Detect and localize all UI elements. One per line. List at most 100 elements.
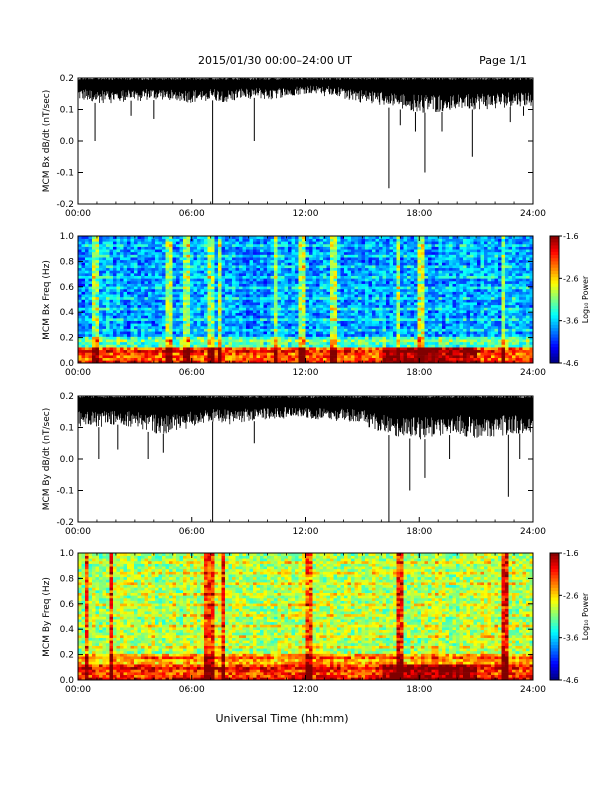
heat-cell: [165, 339, 170, 343]
heat-cell: [403, 333, 408, 337]
heat-cell: [106, 355, 110, 359]
heat-cell: [291, 294, 296, 298]
heat-cell: [123, 347, 128, 351]
heat-cell: [361, 241, 366, 245]
heat-cell: [354, 352, 359, 356]
heat-cell: [134, 318, 138, 321]
heat-cell: [137, 280, 142, 284]
heat-cell: [291, 249, 296, 253]
heat-cell: [127, 302, 131, 306]
heat-cell: [431, 357, 436, 361]
heat-cell: [340, 267, 345, 271]
heat-cell: [144, 265, 149, 269]
heat-cell: [291, 299, 296, 303]
heat-cell: [165, 275, 170, 279]
heat-cell: [88, 294, 93, 298]
heat-cell: [151, 325, 156, 329]
heat-cell: [281, 360, 285, 364]
heat-cell: [389, 315, 394, 319]
heat-cell: [95, 283, 100, 287]
heat-cell: [274, 262, 278, 266]
heat-cell: [333, 283, 338, 287]
heat-cell: [106, 291, 110, 295]
heat-cell: [158, 307, 163, 311]
heat-cell: [302, 278, 306, 282]
heat-cell: [179, 349, 184, 353]
heat-cell: [354, 307, 359, 311]
heat-cell: [151, 286, 156, 290]
heat-cell: [403, 236, 408, 239]
heat-cell: [354, 288, 359, 292]
heat-cell: [260, 265, 264, 269]
heat-cell: [319, 331, 324, 335]
heat-cell: [179, 291, 184, 295]
heat-cell: [435, 339, 439, 343]
heat-cell: [330, 349, 334, 353]
heat-cell: [123, 336, 128, 340]
heat-cell: [127, 294, 131, 298]
heat-cell: [410, 352, 415, 356]
heat-cell: [344, 310, 348, 314]
heat-cell: [183, 262, 187, 266]
heat-cell: [312, 257, 317, 261]
heat-cell: [225, 251, 229, 255]
heat-cell: [302, 254, 306, 258]
heat-cell: [99, 267, 103, 271]
heat-cell: [99, 280, 103, 284]
heat-cell: [78, 320, 82, 324]
heat-cell: [193, 243, 198, 247]
heat-cell: [410, 341, 415, 345]
heat-cell: [319, 262, 324, 266]
heat-cell: [137, 302, 142, 306]
heat-cell: [270, 283, 275, 287]
heat-cell: [323, 347, 327, 351]
heat-cell: [368, 328, 373, 332]
heat-cell: [302, 249, 306, 253]
heat-cell: [85, 294, 89, 298]
heat-cell: [330, 238, 334, 242]
heat-cell: [120, 304, 124, 308]
heat-cell: [368, 347, 373, 351]
heat-cell: [410, 347, 415, 351]
heat-cell: [85, 273, 89, 276]
heat-cell: [88, 286, 93, 290]
heat-cell: [249, 304, 254, 308]
heat-cell: [134, 283, 138, 287]
heat-cell: [382, 257, 387, 261]
heat-cell: [319, 304, 324, 308]
heat-cell: [435, 349, 439, 353]
heat-cell: [295, 318, 299, 321]
heat-cell: [120, 246, 124, 250]
heat-cell: [207, 320, 212, 324]
heat-cell: [130, 307, 135, 311]
heat-cell: [396, 259, 401, 263]
heat-cell: [340, 259, 345, 263]
heat-cell: [323, 259, 327, 263]
heat-cell: [116, 344, 121, 348]
heat-cell: [326, 288, 331, 292]
heat-cell: [421, 273, 425, 276]
heat-cell: [274, 294, 278, 298]
heat-cell: [242, 344, 247, 348]
heat-cell: [379, 360, 383, 364]
heat-cell: [267, 318, 271, 321]
heat-cell: [347, 294, 352, 298]
x-tick-label: 00:00: [65, 209, 91, 219]
heat-cell: [113, 273, 117, 276]
heat-cell: [113, 296, 117, 300]
heat-cell: [239, 273, 243, 276]
heat-cell: [309, 270, 313, 274]
heat-cell: [246, 331, 250, 335]
heat-cell: [144, 307, 149, 311]
heat-cell: [130, 315, 135, 319]
heat-cell: [197, 275, 201, 279]
heat-cell: [162, 291, 166, 295]
heat-cell: [183, 323, 187, 327]
heat-cell: [407, 323, 411, 327]
heat-cell: [326, 249, 331, 253]
heat-cell: [200, 336, 205, 340]
heat-cell: [197, 280, 201, 284]
heat-cell: [137, 349, 142, 353]
heat-cell: [172, 275, 177, 279]
heat-cell: [207, 243, 212, 247]
